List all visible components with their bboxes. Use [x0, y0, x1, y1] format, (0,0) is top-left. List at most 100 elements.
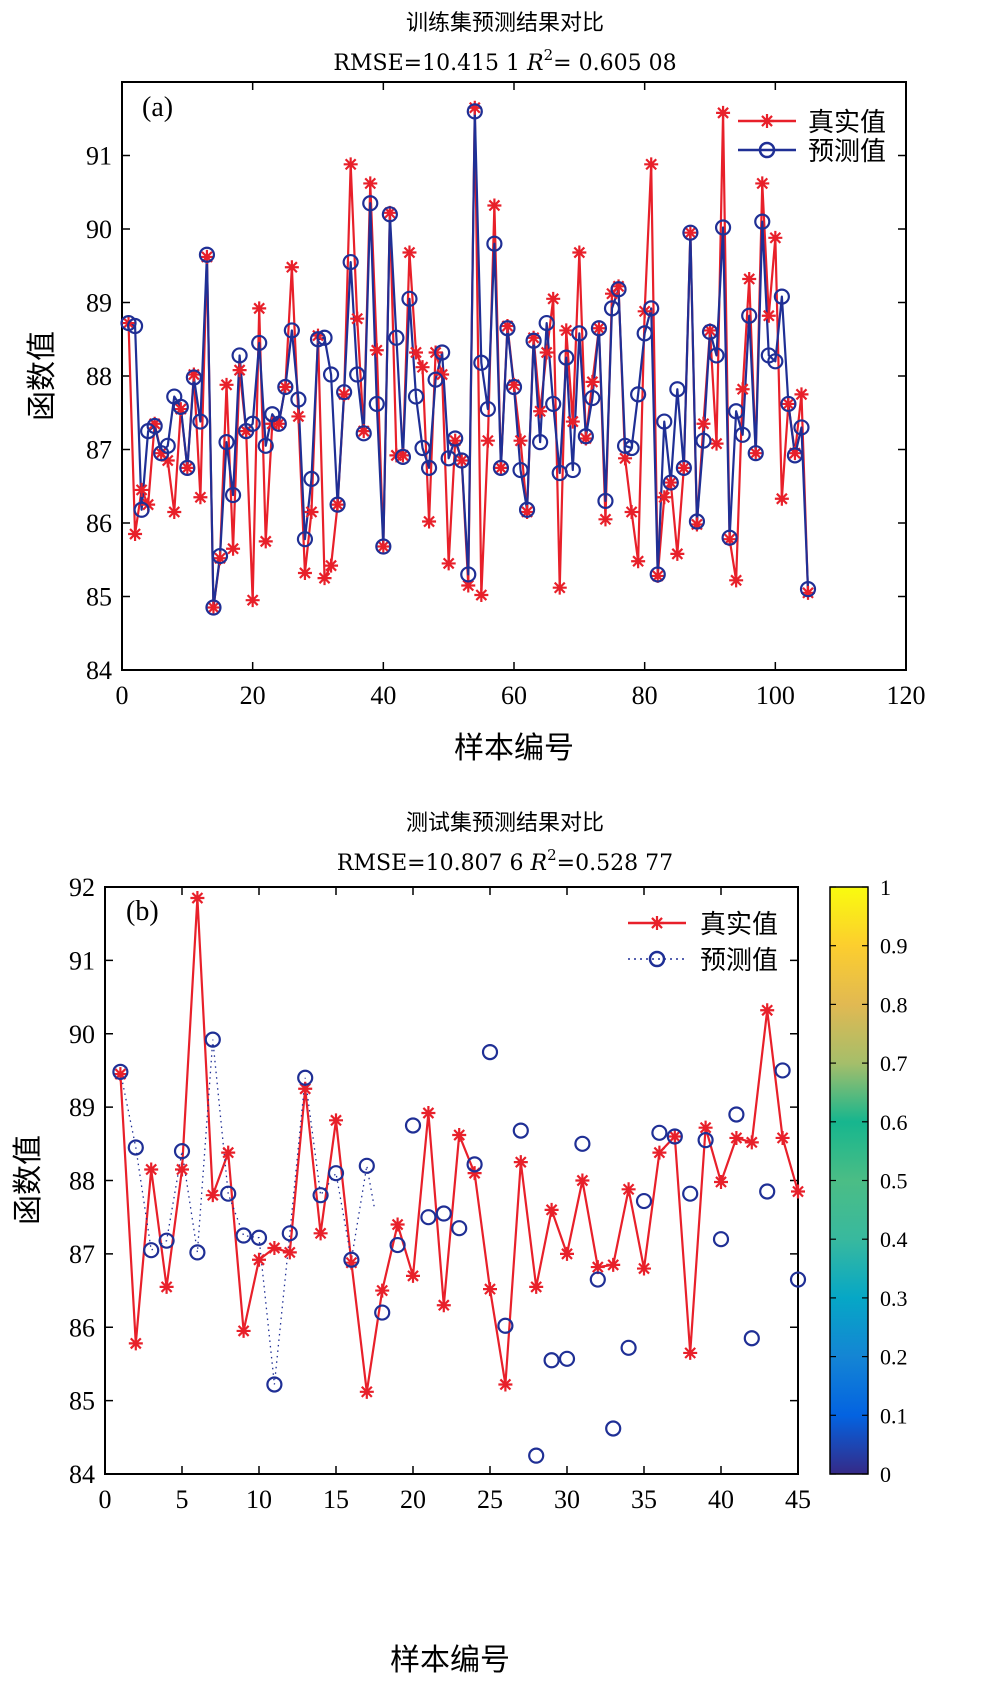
x-tick-label: 0 — [116, 681, 129, 710]
marker-pred — [466, 103, 483, 120]
marker-pred — [270, 415, 287, 432]
marker-pred — [799, 581, 817, 598]
marker-true — [498, 1377, 513, 1392]
marker-pred — [481, 1043, 499, 1061]
panel-label: (a) — [142, 92, 173, 123]
colorbar: 0 0.1 0.2 0.3 0.4 0.5 0.6 0.7 0.8 0.9 1 — [829, 875, 908, 1487]
marker-true — [219, 377, 234, 392]
marker-pred — [362, 195, 379, 212]
marker-true — [591, 321, 606, 336]
chart-panel-b: 测试集预测结果对比 RMSE=10.807 6 R2=0.528 77 0 5 10… — [11, 811, 908, 1678]
marker-pred — [603, 300, 621, 317]
y-tick-label: 85 — [86, 583, 112, 612]
colorbar-tick-label: 0.1 — [880, 1403, 908, 1428]
marker-true — [421, 1105, 436, 1120]
marker-pred — [146, 417, 163, 435]
marker-true — [141, 497, 156, 512]
marker-pred — [453, 452, 470, 469]
y-axis-label: 函数值 — [25, 331, 60, 421]
marker-pred — [728, 403, 745, 420]
marker-true — [154, 446, 169, 461]
colorbar-tick-label: 0.4 — [880, 1227, 908, 1252]
marker-true — [113, 1067, 128, 1082]
marker-pred — [620, 1339, 637, 1356]
marker-true — [513, 1155, 528, 1170]
marker-pred — [172, 398, 189, 415]
legend-marker-true — [650, 916, 664, 930]
marker-pred — [427, 371, 444, 388]
marker-true — [452, 1128, 467, 1143]
marker-true — [760, 1003, 775, 1018]
marker-pred — [714, 219, 732, 236]
marker-true — [297, 565, 312, 580]
marker-true — [794, 387, 809, 402]
marker-pred — [303, 470, 320, 487]
marker-pred — [712, 1231, 730, 1248]
marker-true — [493, 460, 508, 475]
legend-label-true: 真实值 — [808, 108, 886, 138]
marker-pred — [610, 281, 627, 298]
marker-pred — [651, 1124, 668, 1141]
marker-pred — [728, 1106, 745, 1123]
chart-title: 训练集预测结果对比 — [406, 11, 604, 36]
marker-pred — [283, 322, 300, 339]
marker-pred — [133, 501, 150, 518]
marker-true — [180, 460, 195, 475]
y-tick-label: 86 — [69, 1313, 95, 1342]
x-tick-label: 40 — [370, 681, 396, 710]
marker-true — [618, 451, 633, 466]
marker-pred — [231, 347, 248, 364]
y-tick-labels: 84 85 86 87 88 89 90 91 — [86, 142, 906, 685]
marker-true — [167, 504, 182, 519]
marker-true — [507, 377, 521, 392]
marker-pred — [558, 349, 575, 366]
marker-pred — [126, 317, 144, 335]
marker-true — [709, 436, 724, 451]
marker-pred — [473, 354, 490, 371]
marker-true — [128, 527, 143, 542]
marker-true — [755, 176, 770, 191]
marker-true — [533, 404, 548, 419]
marker-pred — [309, 331, 327, 348]
marker-true — [637, 1261, 651, 1276]
marker-pred — [189, 1244, 206, 1261]
marker-pred — [666, 1128, 683, 1145]
x-tick-labels: 0 5 10 15 20 25 30 35 40 45 — [99, 887, 811, 1514]
marker-true — [572, 245, 587, 260]
marker-pred — [754, 213, 771, 230]
marker-true — [611, 279, 626, 294]
marker-pred — [179, 459, 196, 476]
marker-true — [369, 343, 384, 358]
chart-subtitle: RMSE=10.807 6 R2=0.528 77 — [337, 846, 673, 876]
marker-pred — [682, 1185, 699, 1202]
colorbar-tick-label: 1 — [880, 875, 891, 900]
marker-true — [774, 491, 789, 506]
marker-pred — [721, 529, 738, 546]
marker-pred — [543, 1352, 560, 1369]
marker-true — [781, 396, 796, 411]
marker-pred — [420, 459, 438, 476]
marker-pred — [451, 1220, 468, 1237]
marker-true — [650, 568, 665, 583]
y-tick-label: 91 — [69, 946, 95, 975]
marker-pred — [192, 413, 209, 430]
legend-label-pred: 预测值 — [700, 946, 778, 976]
marker-pred — [389, 1236, 406, 1254]
marker-true — [313, 1226, 328, 1241]
marker-pred — [789, 1271, 807, 1288]
marker-pred — [635, 1192, 653, 1210]
marker-true — [159, 1279, 174, 1294]
marker-true — [441, 556, 456, 571]
marker-true — [190, 891, 205, 906]
marker-true — [271, 416, 286, 431]
marker-true — [621, 1182, 636, 1197]
marker-true — [742, 271, 757, 286]
marker-true — [390, 1217, 405, 1232]
marker-pred — [447, 430, 464, 447]
marker-pred — [780, 395, 797, 413]
series-line-true — [119, 896, 800, 1393]
marker-pred — [112, 1063, 129, 1081]
marker-true — [436, 1298, 451, 1313]
x-tick-label: 35 — [631, 1485, 657, 1514]
marker-true — [329, 1113, 343, 1128]
